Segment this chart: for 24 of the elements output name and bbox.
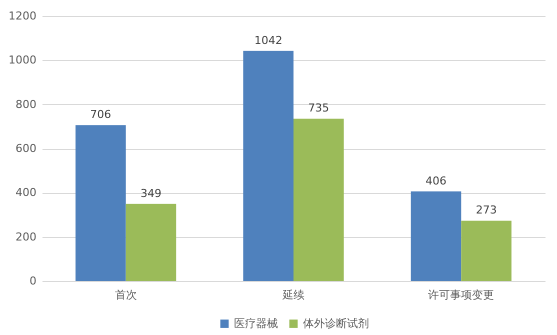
bar xyxy=(410,191,462,281)
y-tick-label: 0 xyxy=(30,274,36,288)
data-label: 706 xyxy=(90,108,112,122)
y-tick-label: 1200 xyxy=(8,10,36,22)
x-tick-label: 延续 xyxy=(282,288,304,302)
y-tick-label: 200 xyxy=(16,230,36,244)
y-tick-label: 600 xyxy=(16,142,36,155)
data-label: 273 xyxy=(476,204,497,217)
data-label: 735 xyxy=(308,102,330,115)
bar xyxy=(243,50,294,281)
x-tick-label: 许可事项变更 xyxy=(428,288,494,302)
data-label: 349 xyxy=(140,186,162,200)
y-tick-label: 800 xyxy=(16,98,36,111)
bar xyxy=(461,220,512,281)
legend-label: 医疗器械 xyxy=(234,316,278,330)
data-label: 406 xyxy=(426,174,447,188)
y-tick-label: 400 xyxy=(16,186,36,200)
x-tick-label: 首次 xyxy=(114,288,137,302)
data-label: 1042 xyxy=(254,34,282,47)
y-tick-label: 1000 xyxy=(8,54,36,67)
bar xyxy=(126,204,176,281)
bar xyxy=(294,118,344,281)
legend-label: 体外诊断试剂 xyxy=(303,316,369,330)
bar xyxy=(76,125,126,281)
